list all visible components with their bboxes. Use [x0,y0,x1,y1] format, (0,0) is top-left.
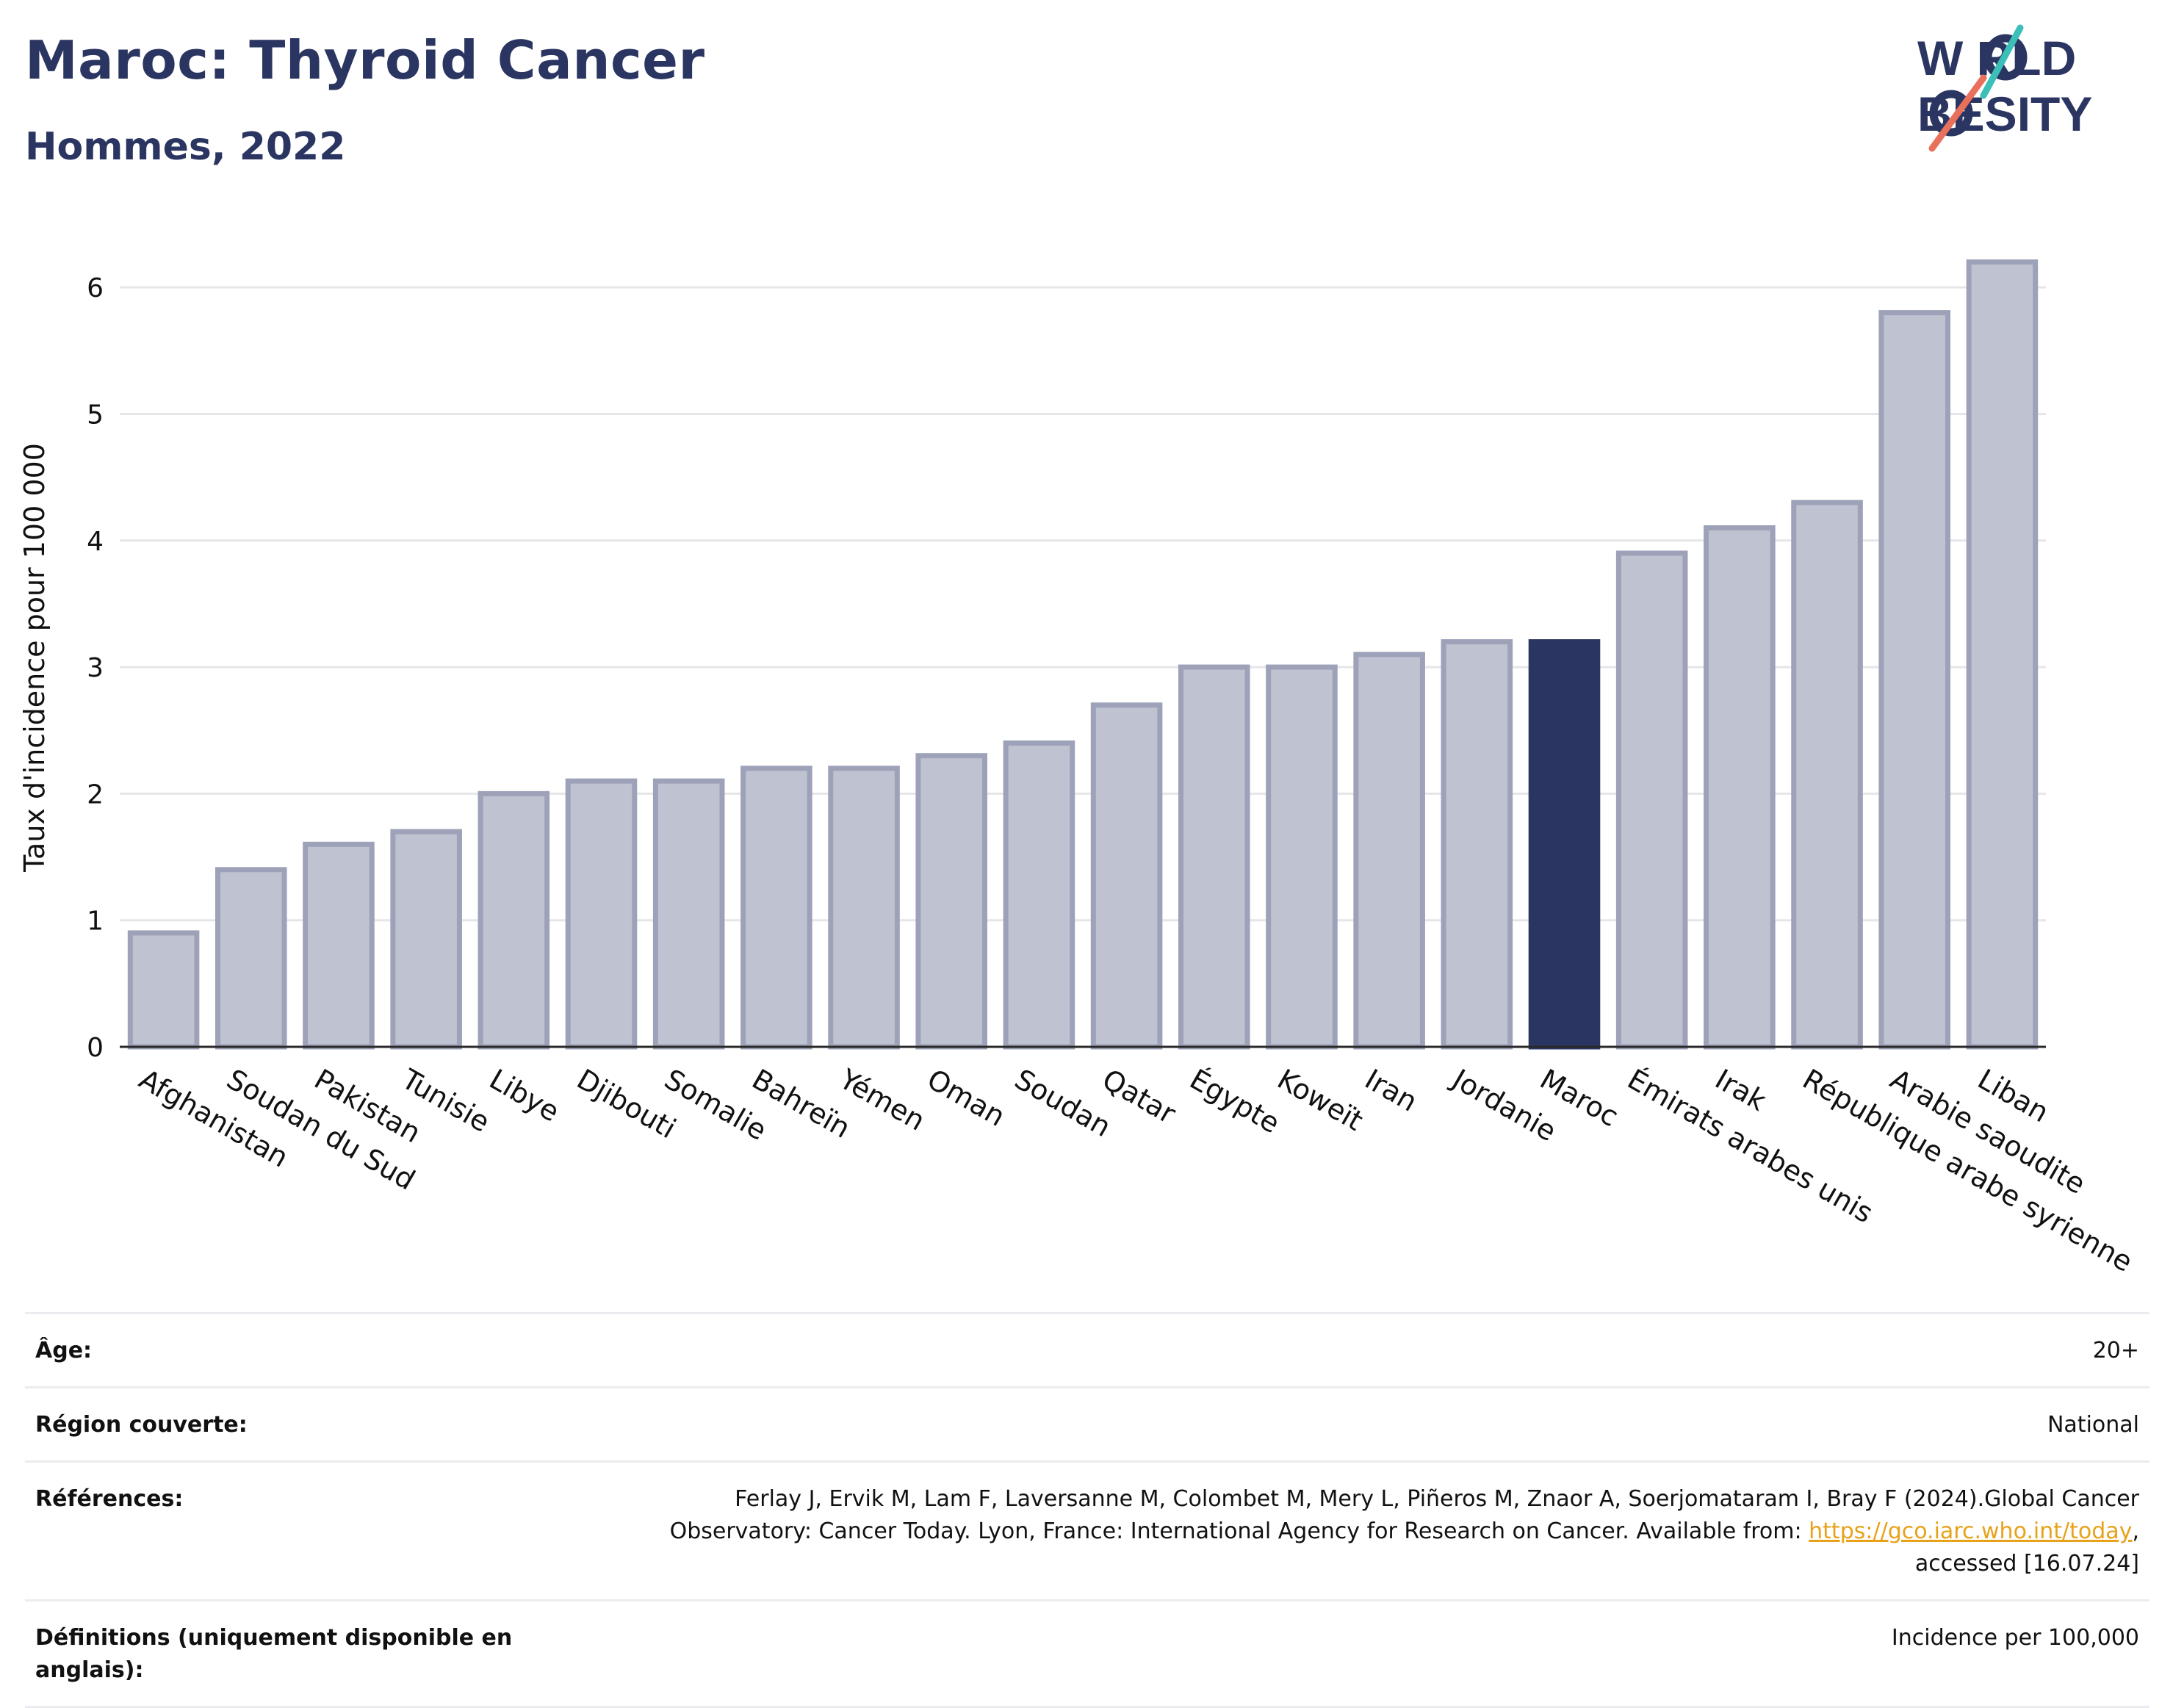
y-tick-label: 4 [87,527,104,557]
definitions-value: Incidence per 100,000 [1891,1625,2139,1651]
bar-pakistan [303,841,375,1050]
bar-kowe-t [1266,664,1338,1050]
y-tick-label: 1 [87,907,104,937]
bar-soudan-du-sud [215,867,287,1050]
bar-afghanistan [127,930,200,1050]
region-label: Région couverte: [35,1412,248,1438]
region-value: National [2047,1412,2139,1438]
x-tick-label: Soudan [1009,1063,1117,1144]
info-table: Âge: 20+ Région couverte: National Référ… [25,1312,2149,1708]
y-tick-label: 5 [87,400,104,430]
bar-maroc [1528,639,1601,1050]
y-tick-label: 2 [87,779,104,810]
bar-oman [915,753,988,1050]
logo-o-ring-bottom [1929,90,1973,137]
bar-somalie [652,778,725,1050]
y-tick-label: 3 [87,653,104,683]
x-tick-label: Iran [1360,1063,1423,1118]
y-tick-label: 6 [87,273,104,303]
x-tick-label: Koweït [1272,1063,1368,1137]
references-value: Ferlay J, Ervik M, Lam F, Laversanne M, … [597,1483,2139,1580]
info-row-references: Références: Ferlay J, Ervik M, Lam F, La… [25,1460,2149,1599]
bar-arabie-saoudite [1878,310,1951,1050]
x-tick-label: Égypte [1184,1063,1285,1140]
x-tick-label: Djibouti [572,1063,682,1145]
definitions-label: Définitions (uniquement disponible en an… [35,1625,513,1683]
bar--gypte [1178,664,1250,1050]
bar-tunisie [390,829,462,1050]
logo-o-ring-top [1983,34,2028,81]
y-tick-label: 0 [87,1033,104,1063]
y-axis-label: Taux d'incidence pour 100 000 [18,443,51,873]
references-text: Ferlay J, Ervik M, Lam F, Laversanne M, … [669,1486,2139,1544]
info-row-age: Âge: 20+ [25,1312,2149,1386]
world-obesity-logo: W RLD BESITY [1917,24,2092,152]
bar-y-men [828,765,900,1050]
bar-r-publique-arabe-syrienne [1791,500,1863,1050]
age-label: Âge: [35,1338,93,1363]
x-tick-label: Oman [922,1063,1011,1133]
references-link[interactable]: https://gco.iarc.who.int/today [1809,1518,2133,1544]
references-suffix: , accessed [16.07.24] [1914,1518,2139,1577]
bar--mirats-arabes-unis [1615,550,1688,1050]
bar-iran [1353,652,1425,1050]
chart-subtitle: Hommes, 2022 [25,125,346,169]
age-value: 20+ [2092,1338,2139,1363]
x-tick-label: Libye [484,1063,565,1128]
logo-teal-slash [1980,24,2024,99]
bars [127,259,2039,1050]
bar-liban [1966,259,2039,1050]
bar-djibouti [565,778,638,1050]
bar-jordanie [1441,639,1513,1050]
bar-irak [1704,525,1776,1050]
info-row-region: Région couverte: National [25,1386,2149,1460]
logo-coral-slash [1928,74,1987,152]
bar-qatar [1090,702,1163,1050]
bar-soudan [1003,740,1075,1050]
references-label: Références: [35,1486,184,1512]
chart-title: Maroc: Thyroid Cancer [25,29,705,91]
y-axis-ticks: 0 1 2 3 4 5 6 [87,273,104,1063]
info-row-definitions: Définitions (uniquement disponible en an… [25,1599,2149,1708]
bar-libye [478,790,550,1050]
bar-bahre-n [740,765,812,1050]
